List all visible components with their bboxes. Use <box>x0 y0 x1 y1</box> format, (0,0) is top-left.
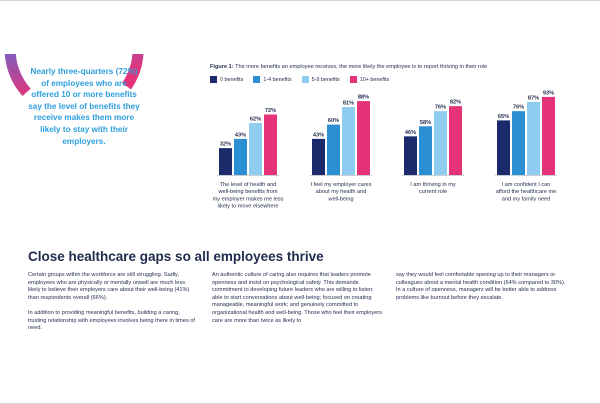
legend-label: 10+ benefits <box>359 76 390 83</box>
legend-swatch <box>210 76 217 83</box>
data-label: 46% <box>405 130 416 136</box>
bar-chart: 32% 43% 62% 72% The level of health and well-… <box>213 90 557 210</box>
data-label: 62% <box>250 116 261 122</box>
bar <box>327 124 340 175</box>
bar <box>527 101 540 175</box>
category-label: I am confident I can afford the healthcar… <box>496 182 557 202</box>
callout-text: Nearly three-quarters (72%) of employees… <box>28 67 140 146</box>
legend-swatch <box>301 76 309 83</box>
paragraph: In addition to providing meaningful bene… <box>28 309 195 332</box>
bar <box>434 111 447 175</box>
paragraph: An authentic culture of caring also requ… <box>212 272 382 324</box>
bar <box>497 120 510 175</box>
data-label: 58% <box>420 120 431 126</box>
figure-caption-text: The more benefits an employee receives, … <box>235 64 488 70</box>
legend-label: 0 benefits <box>220 76 244 83</box>
legend-label: 1-4 benefits <box>263 76 292 83</box>
paragraph: say they would feel comfortable opening … <box>396 272 566 301</box>
category-label: I feel my employer cares about my health … <box>311 182 372 202</box>
legend-label: 5-9 benefits <box>311 76 340 83</box>
bar <box>449 106 462 175</box>
bar <box>249 122 262 175</box>
category-label: I am thriving in my current role <box>410 182 456 195</box>
data-label: 76% <box>513 105 524 111</box>
legend-item: 1-4 benefits <box>253 76 292 83</box>
top-rule <box>0 0 600 1</box>
figure-label: Figure 1: <box>210 64 234 70</box>
bar <box>542 96 555 175</box>
data-label: 76% <box>435 105 446 111</box>
chart-legend: 0 benefits 1-4 benefits 5-9 benefits 10+… <box>210 76 389 83</box>
bar <box>342 106 355 175</box>
category-label: The level of health and well-being benefi… <box>213 182 284 210</box>
data-label: 87% <box>528 95 539 101</box>
bar <box>264 114 277 175</box>
bar <box>234 138 247 175</box>
data-label: 81% <box>343 100 354 106</box>
data-label: 43% <box>235 132 246 138</box>
legend-swatch <box>349 76 357 83</box>
bar <box>357 101 370 175</box>
data-label: 60% <box>328 118 339 124</box>
body-column-1: Certain groups within the workforce are … <box>28 272 198 340</box>
legend-item: 10+ benefits <box>349 76 390 83</box>
data-label: 32% <box>220 142 231 148</box>
body-column-2: An authentic culture of caring also requ… <box>212 272 382 333</box>
data-label: 82% <box>450 100 461 106</box>
bar <box>312 138 325 175</box>
data-label: 88% <box>358 95 369 101</box>
bar <box>419 126 432 175</box>
paragraph: Certain groups within the workforce are … <box>28 272 190 301</box>
legend-item: 5-9 benefits <box>301 76 340 83</box>
body-column-3: say they would feel comfortable opening … <box>396 272 568 310</box>
bar <box>512 111 525 175</box>
bar <box>404 136 417 175</box>
data-label: 72% <box>265 108 276 114</box>
legend-swatch <box>253 76 261 83</box>
legend-item: 0 benefits <box>210 76 243 83</box>
data-label: 65% <box>498 114 509 120</box>
data-label: 43% <box>313 132 324 138</box>
figure-caption: Figure 1: The more benefits an employee … <box>210 64 595 70</box>
bar <box>219 148 232 175</box>
section-title: Close healthcare gaps so all employees t… <box>28 249 324 264</box>
data-label: 93% <box>543 90 554 96</box>
